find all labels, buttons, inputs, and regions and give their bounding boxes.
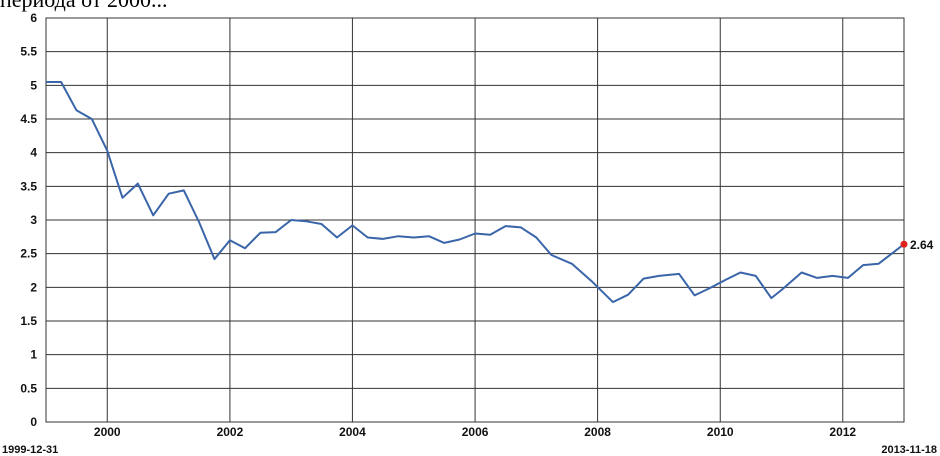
x-tick-label: 2002	[217, 425, 244, 439]
y-tick-label: 4	[30, 146, 37, 160]
y-tick-label: 2	[30, 280, 37, 294]
y-tick-label: 4.5	[20, 112, 37, 126]
last-value-marker	[900, 240, 908, 248]
y-tick-label: 0.5	[20, 381, 37, 395]
y-tick-label: 0	[30, 415, 37, 429]
y-tick-label: 2.5	[20, 247, 37, 261]
y-tick-label: 5	[30, 78, 37, 92]
y-tick-label: 3	[30, 213, 37, 227]
x-tick-label: 2006	[462, 425, 489, 439]
series-line	[46, 81, 905, 304]
y-tick-label: 3.5	[20, 179, 37, 193]
x-tick-label: 2012	[829, 425, 856, 439]
x-tick-label: 2004	[339, 425, 366, 439]
y-axis-tick-labels: 0 0.5 1 1.5 2 2.5 3 3.5 4 4.5 5 5.5 6	[20, 11, 37, 429]
x-axis-tick-labels: 2000 2002 2004 2006 2008 2010 2012	[94, 425, 857, 439]
x-tick-label: 2000	[94, 425, 121, 439]
y-tick-label: 1	[30, 348, 37, 362]
y-tick-label: 6	[30, 11, 37, 25]
end-date-label: 2013-11-18	[881, 444, 937, 456]
cut-off-heading-text: периода от 2000...	[0, 0, 167, 13]
vertical-gridlines	[106, 18, 844, 422]
start-date-label: 1999-12-31	[2, 444, 58, 456]
x-tick-label: 2008	[584, 425, 611, 439]
x-tick-label: 2010	[707, 425, 734, 439]
last-value-label: 2.64	[910, 238, 934, 252]
y-tick-label: 5.5	[20, 45, 37, 59]
y-tick-label: 1.5	[20, 314, 37, 328]
